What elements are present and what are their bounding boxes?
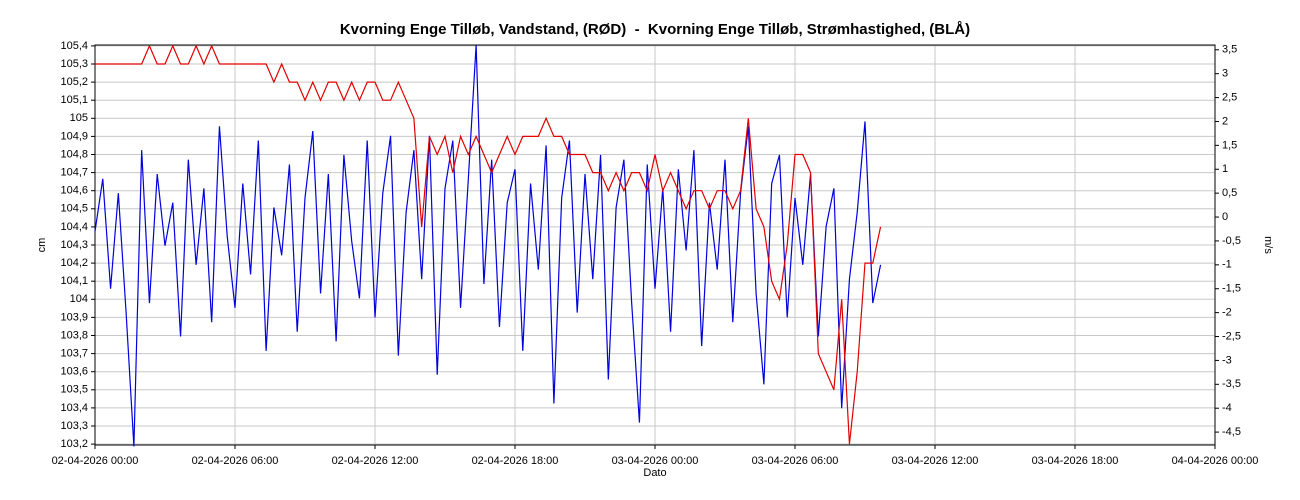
y-axis-label: cm <box>36 238 48 253</box>
y-tick-label: 105,2 <box>60 76 88 88</box>
y-tick-label: 104,5 <box>60 203 88 215</box>
y-tick-label: 104,4 <box>60 221 88 233</box>
y2-tick-label: 1,5 <box>1222 139 1237 151</box>
y-tick-label: 103,5 <box>60 384 88 396</box>
y-tick-label: 103,2 <box>60 438 88 450</box>
x-tick-label: 02-04-2026 12:00 <box>332 455 419 467</box>
plot-frame <box>94 44 1216 446</box>
y-tick-label: 103,6 <box>60 366 88 378</box>
x-axis-label: Dato <box>643 467 666 479</box>
y-tick-label: 103,8 <box>60 329 88 341</box>
y2-tick-label: -0,5 <box>1222 235 1241 247</box>
x-tick-label: 03-04-2026 00:00 <box>612 455 699 467</box>
y-tick-label: 104,2 <box>60 257 88 269</box>
y-tick-label: 103,7 <box>60 348 88 360</box>
x-tick-label: 02-04-2026 18:00 <box>472 455 559 467</box>
y-tick-label: 103,9 <box>60 311 88 323</box>
y-tick-label: 104,8 <box>60 148 88 160</box>
y2-tick-label: 3 <box>1222 68 1228 80</box>
y-tick-label: 104,1 <box>60 275 88 287</box>
y-tick-label: 103,3 <box>60 420 88 432</box>
y-tick-label: 105,4 <box>60 40 88 52</box>
series-line <box>95 44 882 445</box>
y2-tick-label: -3 <box>1222 354 1232 366</box>
series-line <box>94 44 882 447</box>
y2-tick-label: 2 <box>1222 115 1228 127</box>
x-tick-label: 04-04-2026 00:00 <box>1172 455 1259 467</box>
y2-tick-label: 2,5 <box>1222 91 1237 103</box>
y-tick-label: 104,9 <box>60 130 88 142</box>
y2-tick-label: 0,5 <box>1222 187 1237 199</box>
y2-tick-label: -4,5 <box>1222 426 1241 438</box>
y2-tick-label: -1 <box>1222 259 1232 271</box>
y2-tick-label: -1,5 <box>1222 283 1241 295</box>
y2-tick-label: -4 <box>1222 402 1232 414</box>
y2-axis-label: m/s <box>1262 236 1274 254</box>
x-tick-label: 02-04-2026 06:00 <box>192 455 279 467</box>
y-tick-label: 103,4 <box>60 402 88 414</box>
y-tick-label: 105,3 <box>60 58 88 70</box>
y-tick-label: 105 <box>70 112 88 124</box>
y2-tick-label: 3,5 <box>1222 44 1237 56</box>
y2-tick-label: -2,5 <box>1222 330 1241 342</box>
y2-tick-label: 0 <box>1222 211 1228 223</box>
x-tick-label: 03-04-2026 18:00 <box>1032 455 1119 467</box>
y-tick-label: 104 <box>70 293 88 305</box>
chart-title: Kvorning Enge Tilløb, Vandstand, (RØD) -… <box>340 21 970 38</box>
y2-tick-label: -3,5 <box>1222 378 1241 390</box>
y-tick-label: 104,3 <box>60 239 88 251</box>
y2-tick-label: -2 <box>1222 307 1232 319</box>
x-tick-label: 03-04-2026 06:00 <box>752 455 839 467</box>
y2-tick-label: 1 <box>1222 163 1228 175</box>
y-tick-label: 105,1 <box>60 94 88 106</box>
y-tick-label: 104,7 <box>60 167 88 179</box>
x-tick-label: 02-04-2026 00:00 <box>52 455 139 467</box>
y-tick-label: 104,6 <box>60 185 88 197</box>
x-tick-label: 03-04-2026 12:00 <box>892 455 979 467</box>
